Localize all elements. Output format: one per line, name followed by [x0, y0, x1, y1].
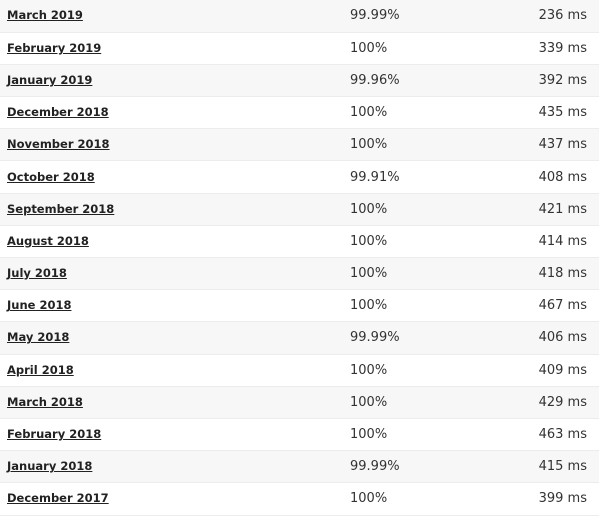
uptime-cell: 100%	[350, 40, 388, 56]
month-link[interactable]: January 2018	[7, 459, 93, 474]
uptime-cell: 100%	[350, 105, 388, 121]
response-time-cell: 409 ms	[538, 362, 587, 378]
uptime-cell: 99.91%	[350, 169, 400, 185]
table-row: February 2019 100% 339 ms	[0, 32, 599, 65]
month-cell: October 2018	[0, 161, 350, 193]
month-cell: February 2018	[0, 418, 350, 450]
uptime-cell: 100%	[350, 266, 388, 282]
month-link[interactable]: December 2017	[7, 491, 109, 506]
response-time-cell: 429 ms	[538, 394, 587, 410]
uptime-cell: 99.99%	[350, 8, 400, 24]
table-row: January 2019 99.96% 392 ms	[0, 64, 599, 97]
uptime-cell: 100%	[350, 394, 388, 410]
table-row: May 2018 99.99% 406 ms	[0, 321, 599, 355]
month-link[interactable]: November 2018	[7, 137, 110, 152]
month-cell: November 2018	[0, 129, 350, 161]
uptime-cell: 100%	[350, 233, 388, 249]
uptime-cell: 100%	[350, 491, 388, 507]
uptime-cell: 100%	[350, 427, 388, 443]
response-time-cell: 415 ms	[538, 459, 587, 475]
month-cell: June 2018	[0, 290, 350, 322]
response-time-cell: 421 ms	[538, 201, 587, 217]
month-cell: July 2018	[0, 258, 350, 290]
table-row: August 2018 100% 414 ms	[0, 225, 599, 258]
month-cell: September 2018	[0, 193, 350, 225]
table-row: June 2018 100% 467 ms	[0, 290, 599, 322]
month-cell: March 2018	[0, 386, 350, 418]
month-cell: August 2018	[0, 225, 350, 257]
month-cell: January 2018	[0, 451, 350, 483]
month-cell: February 2019	[0, 32, 350, 64]
month-link[interactable]: March 2019	[7, 8, 83, 23]
month-cell: December 2017	[0, 483, 350, 515]
response-time-cell: 236 ms	[538, 8, 587, 24]
response-time-cell: 339 ms	[538, 40, 587, 56]
response-time-cell: 408 ms	[538, 169, 587, 185]
response-time-cell: 418 ms	[538, 266, 587, 282]
table-row: November 2018 100% 437 ms	[0, 128, 599, 161]
month-link[interactable]: August 2018	[7, 233, 89, 248]
month-cell: March 2019	[0, 0, 350, 32]
response-time-cell: 414 ms	[538, 233, 587, 249]
response-time-cell: 399 ms	[538, 491, 587, 507]
uptime-cell: 100%	[350, 298, 388, 314]
table-row: April 2018 100% 409 ms	[0, 354, 599, 387]
month-cell: December 2018	[0, 97, 350, 129]
month-link[interactable]: April 2018	[7, 362, 74, 377]
month-link[interactable]: February 2018	[7, 427, 102, 442]
response-time-cell: 467 ms	[538, 298, 587, 314]
month-cell: January 2019	[0, 64, 350, 96]
month-cell: April 2018	[0, 354, 350, 386]
response-time-cell: 437 ms	[538, 137, 587, 153]
month-link[interactable]: July 2018	[7, 266, 67, 281]
table-row: March 2019 99.99% 236 ms	[0, 0, 599, 33]
uptime-cell: 99.96%	[350, 72, 400, 88]
month-link[interactable]: September 2018	[7, 201, 115, 216]
table-row: July 2018 100% 418 ms	[0, 257, 599, 290]
month-link[interactable]: June 2018	[7, 298, 72, 313]
month-link[interactable]: February 2019	[7, 40, 102, 55]
response-time-cell: 463 ms	[538, 427, 587, 443]
table-row: December 2017 100% 399 ms	[0, 483, 599, 515]
table-row: October 2018 99.91% 408 ms	[0, 161, 599, 194]
month-link[interactable]: March 2018	[7, 394, 83, 409]
month-link[interactable]: May 2018	[7, 330, 70, 345]
month-link[interactable]: December 2018	[7, 105, 109, 120]
month-cell: May 2018	[0, 322, 350, 354]
uptime-cell: 100%	[350, 137, 388, 153]
uptime-cell: 100%	[350, 201, 388, 217]
month-link[interactable]: October 2018	[7, 169, 95, 184]
uptime-cell: 99.99%	[350, 330, 400, 346]
table-row: September 2018 100% 421 ms	[0, 193, 599, 226]
response-time-cell: 392 ms	[538, 72, 587, 88]
uptime-cell: 100%	[350, 362, 388, 378]
response-time-cell: 435 ms	[538, 105, 587, 121]
uptime-cell: 99.99%	[350, 459, 400, 475]
table-row: February 2018 100% 463 ms	[0, 418, 599, 451]
table-row: January 2018 99.99% 415 ms	[0, 450, 599, 483]
month-link[interactable]: January 2019	[7, 72, 93, 87]
response-time-cell: 406 ms	[538, 330, 587, 346]
table-row: March 2018 100% 429 ms	[0, 386, 599, 419]
table-row: December 2018 100% 435 ms	[0, 97, 599, 129]
